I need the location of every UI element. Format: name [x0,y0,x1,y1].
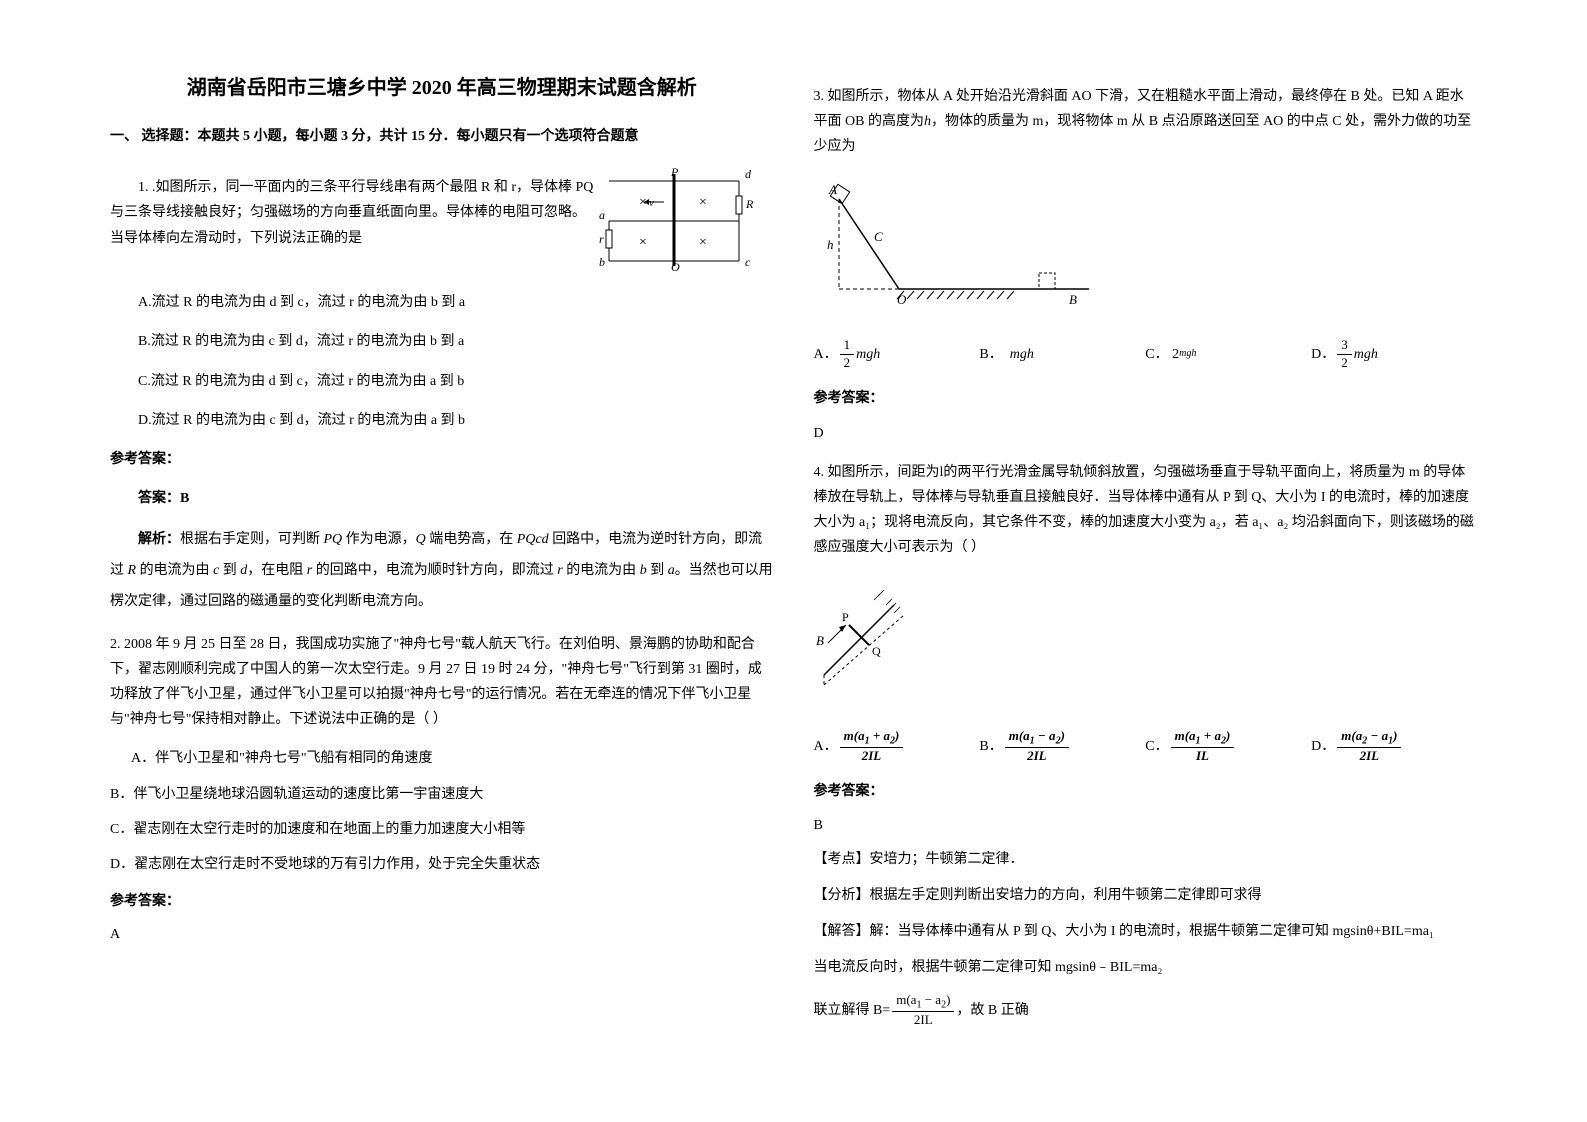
q4-opt-c: C．m(a1 + a2)IL [1145,728,1311,765]
q4-solve1: 【解答】解：当导体棒中通有从 P 到 Q、大小为 I 的电流时，根据牛顿第二定律… [814,918,1478,946]
q4-answer-header: 参考答案： [814,779,1478,804]
q1-option-b: B.流过 R 的电流为由 c 到 d，流过 r 的电流为由 b 到 a [110,329,774,354]
q4-opt-d: D．m(a2 − a1)2IL [1311,728,1477,765]
q2-option-b: B．伴飞小卫星绕地球沿圆轨道运动的速度比第一宇宙速度大 [110,782,774,807]
q3-opt-d-label: D． [1311,342,1335,367]
q1-diagram: P Q d c a b r R × × × × v [599,166,769,271]
right-column: 3. 如图所示，物体从 A 处开始沿光滑斜面 AO 下滑，又在粗糙水平面上滑动，… [794,70,1498,1052]
q2-answer: A [110,922,774,947]
svg-text:P: P [842,610,849,624]
svg-text:h: h [827,237,834,252]
q3-options: A． 12mgh B． mgh C． 2mgh D． 32mgh [814,337,1478,372]
left-column: 湖南省岳阳市三塘乡中学 2020 年高三物理期末试题含解析 一、 选择题：本题共… [90,70,794,1052]
svg-text:×: × [639,235,647,250]
svg-text:r: r [599,232,604,246]
svg-text:d: d [745,167,752,181]
q4-final-post: ，故 B 正确 [956,998,1028,1023]
svg-text:B: B [1069,292,1077,307]
q1-answer: 答案：B [110,486,774,511]
svg-text:×: × [699,235,707,250]
q3-opt-c: C． 2mgh [1145,342,1311,367]
q1-option-c: C.流过 R 的电流为由 d 到 c，流过 r 的电流为由 a 到 b [110,369,774,394]
q3-opt-a: A． 12mgh [814,337,980,372]
q3-opt-b-label: B． [979,342,1002,367]
svg-text:×: × [699,195,707,210]
q1-answer-header: 参考答案： [110,447,774,472]
q1-wrap: 1. .如图所示，同一平面内的三条平行导线串有两个最阻 R 和 r，导体棒 PQ… [110,161,774,276]
q4-analysis: 【分析】根据左手定则判断出安培力的方向，利用牛顿第二定律即可求得 [814,882,1478,910]
svg-text:c: c [745,255,751,269]
q2-option-d: D．翟志刚在太空行走时不受地球的万有引力作用，处于完全失重状态 [110,852,774,877]
q3-opt-b: B． mgh [979,342,1145,367]
q3-diagram: A C O B h [819,179,1119,309]
q2-option-c: C．翟志刚在太空行走时的加速度和在地面上的重力加速度大小相等 [110,817,774,842]
q1-option-a: A.流过 R 的电流为由 d 到 c，流过 r 的电流为由 b 到 a [110,290,774,315]
q3-opt-c-label: C． [1145,342,1168,367]
q2-answer-header: 参考答案： [110,889,774,914]
svg-text:P: P [670,166,679,179]
q3-answer-header: 参考答案： [814,386,1478,411]
doc-title: 湖南省岳阳市三塘乡中学 2020 年高三物理期末试题含解析 [110,70,774,106]
q1-explain: 解析：根据右手定则，可判断 PQ 作为电源，Q 端电势高，在 PQcd 回路中，… [110,525,774,617]
q4-answer: B [814,813,1478,838]
svg-text:Q: Q [872,644,881,658]
svg-text:O: O [897,292,907,307]
q4-diagram: P Q B [814,585,944,695]
q4-final-pre: 联立解得 [814,998,870,1023]
q4-opt-b: B．m(a1 − a2)2IL [979,728,1145,765]
q4-stem: 4. 如图所示，间距为l的两平行光滑金属导轨倾斜放置，匀强磁场垂直于导轨平面向上… [814,460,1478,561]
svg-text:B: B [816,633,824,648]
q3-opt-a-label: A． [814,342,838,367]
q3-answer: D [814,421,1478,446]
q4-options: A．m(a1 + a2)2IL B．m(a1 − a2)2IL C．m(a1 +… [814,728,1478,765]
svg-text:R: R [745,197,754,211]
svg-text:b: b [599,255,605,269]
svg-text:C: C [874,229,883,244]
q4-solve2: 当电流反向时，根据牛顿第二定律可知 mgsinθ﹣BIL=ma₂ [814,954,1478,982]
q3-opt-c-mgh: mgh [1179,345,1196,363]
q3-opt-d: D． 32mgh [1311,337,1477,372]
q3-stem: 3. 如图所示，物体从 A 处开始沿光滑斜面 AO 下滑，又在粗糙水平面上滑动，… [814,84,1478,160]
q3-opt-c-two: 2 [1172,342,1179,367]
q2-option-a: A．伴飞小卫星和"神舟七号"飞船有相同的角速度 [110,746,774,771]
q4-final: 联立解得 B=m(a1 − a2)2IL ，故 B 正确 [814,992,1478,1029]
q1-stem: 1. .如图所示，同一平面内的三条平行导线串有两个最阻 R 和 r，导体棒 PQ… [110,175,594,251]
q4-opt-a: A．m(a1 + a2)2IL [814,728,980,765]
svg-text:Q: Q [671,260,680,271]
section-header: 一、 选择题：本题共 5 小题，每小题 3 分，共计 15 分．每小题只有一个选… [110,124,774,149]
svg-text:A: A [828,182,837,197]
svg-text:a: a [599,208,605,222]
q2-stem: 2. 2008 年 9 月 25 日至 28 日，我国成功实施了"神舟七号"载人… [110,632,774,733]
q1-option-d: D.流过 R 的电流为由 c 到 d，流过 r 的电流为由 a 到 b [110,408,774,433]
q1-explain-text: 根据右手定则，可判断 PQ 作为电源，Q 端电势高，在 PQcd 回路中，电流为… [110,532,773,609]
svg-text:v: v [649,197,654,209]
q4-point: 【考点】安培力；牛顿第二定律． [814,846,1478,874]
q3-opt-b-val: mgh [1010,342,1034,367]
